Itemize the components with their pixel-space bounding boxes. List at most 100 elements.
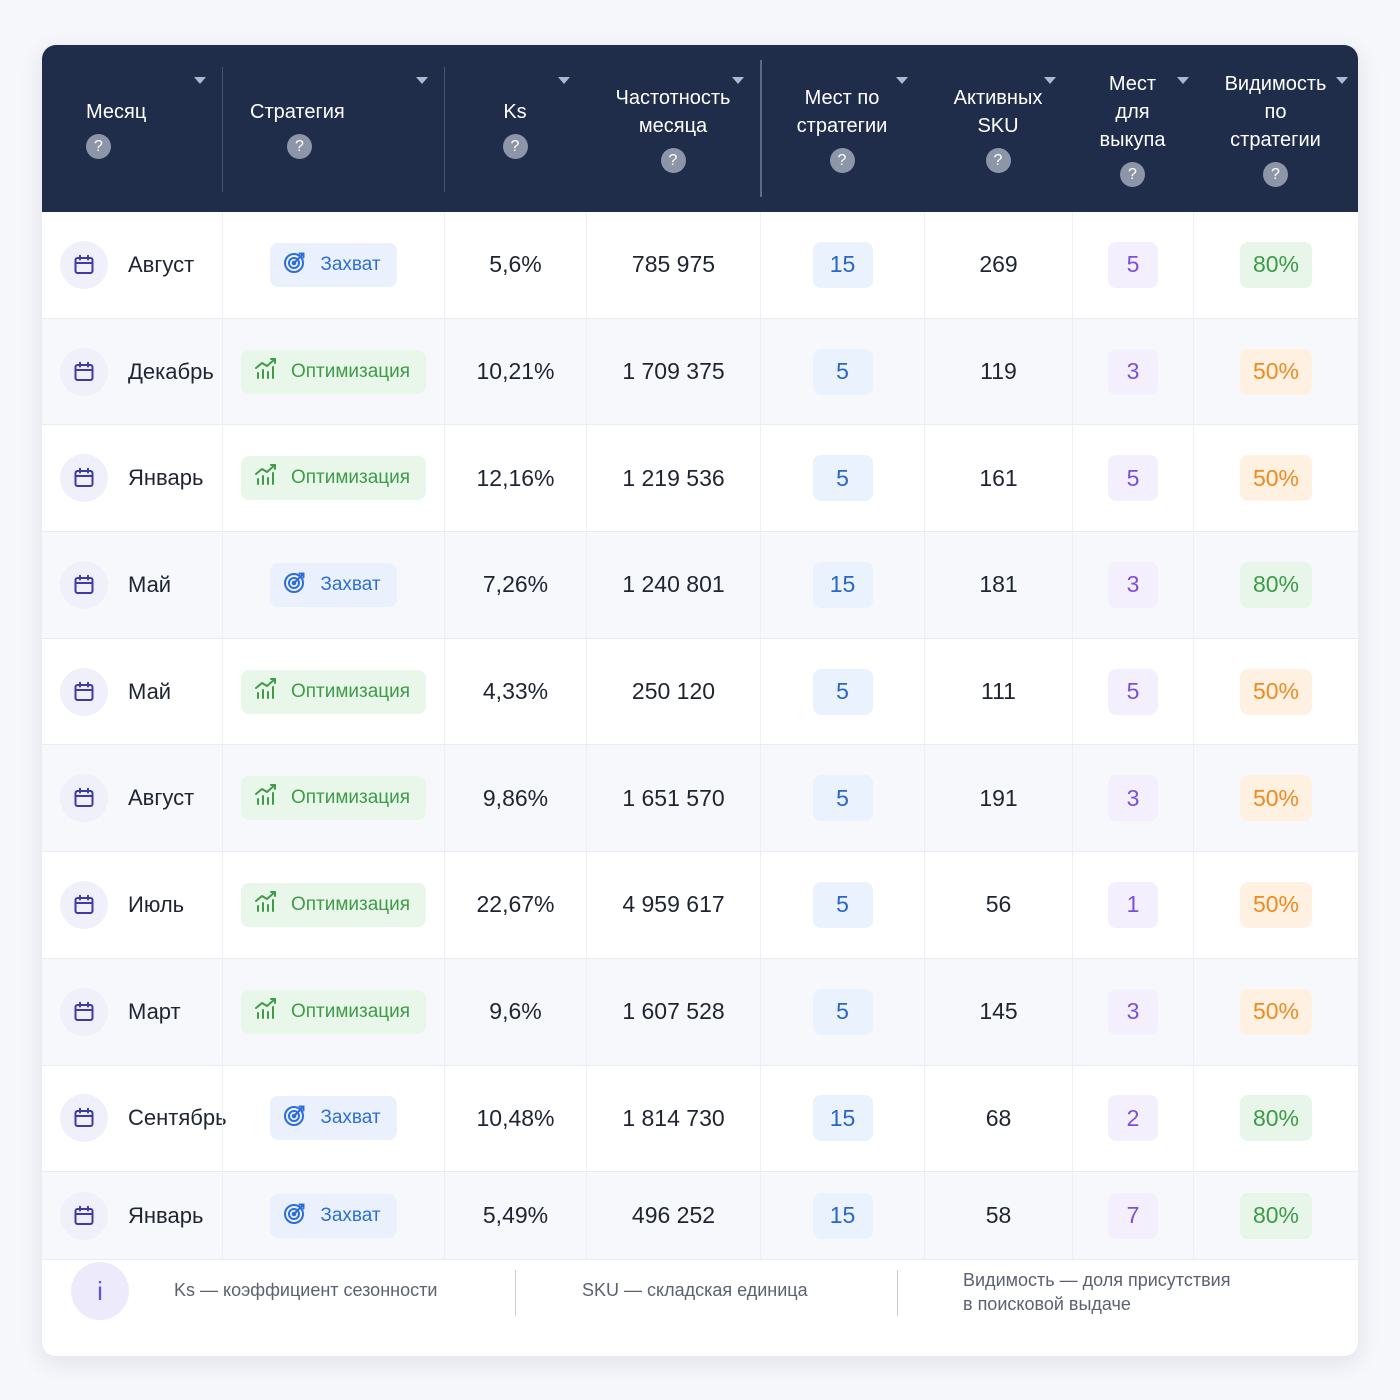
sort-caret-icon[interactable] xyxy=(416,77,428,84)
help-icon[interactable]: ? xyxy=(660,148,686,173)
month-name: Сентябрь xyxy=(128,1105,227,1131)
table-row[interactable]: Январь Оптимизация 12,16% 1 219 536 5 161 5 50% xyxy=(42,425,1358,533)
calendar-icon xyxy=(60,240,108,289)
strategy-badge[interactable]: Оптимизация xyxy=(240,882,427,927)
strategy-badge[interactable]: Захват xyxy=(270,1193,397,1238)
help-icon[interactable]: ? xyxy=(1263,162,1288,187)
cell-strategy: Оптимизация xyxy=(222,745,444,852)
sort-caret-icon[interactable] xyxy=(194,77,206,84)
column-header-frequency-label-line2: месяца xyxy=(638,115,708,137)
table-row[interactable]: Январь Захват 5,49% 496 252 15 58 7 80% xyxy=(42,1172,1358,1261)
sort-caret-icon[interactable] xyxy=(1044,77,1056,84)
growth-chart-icon xyxy=(253,889,291,921)
column-header-visibility[interactable]: Видимость по стратегии ? xyxy=(1193,45,1358,212)
sort-caret-icon[interactable] xyxy=(558,77,570,84)
help-icon[interactable]: ? xyxy=(287,134,312,159)
sort-caret-icon[interactable] xyxy=(732,77,744,84)
help-icon[interactable]: ? xyxy=(829,148,855,173)
visibility-badge: 80% xyxy=(1240,241,1312,288)
column-header-ks[interactable]: Ks ? xyxy=(444,45,586,212)
table-row[interactable]: Май Оптимизация 4,33% 250 120 5 111 5 50% xyxy=(42,638,1358,746)
growth-chart-icon xyxy=(253,782,291,814)
cell-ks: 10,48% xyxy=(444,1065,586,1172)
cell-strategy: Оптимизация xyxy=(222,852,444,958)
cell-strategy: Оптимизация xyxy=(222,958,444,1065)
column-header-places[interactable]: Мест по стратегии ? xyxy=(760,45,924,212)
buyout-badge: 3 xyxy=(1108,775,1158,822)
cell-places: 5 xyxy=(760,745,924,852)
calendar-icon xyxy=(60,667,108,716)
places-badge: 5 xyxy=(812,775,873,822)
column-header-strategy[interactable]: Стратегия ? xyxy=(222,45,444,212)
month-name: Январь xyxy=(128,1202,204,1228)
month-name: Май xyxy=(128,678,172,704)
cell-active-sku: 269 xyxy=(924,212,1072,318)
column-header-month-label: Месяц xyxy=(86,101,147,123)
help-icon[interactable]: ? xyxy=(1120,162,1145,187)
growth-chart-icon xyxy=(253,676,291,708)
column-header-frequency[interactable]: Частотность месяца ? xyxy=(586,45,760,212)
buyout-badge: 1 xyxy=(1108,881,1158,928)
table-row[interactable]: Август Оптимизация 9,86% 1 651 570 5 191 3 50% xyxy=(42,745,1358,853)
strategy-badge[interactable]: Оптимизация xyxy=(240,776,427,821)
strategy-badge[interactable]: Оптимизация xyxy=(240,456,427,501)
table-row[interactable]: Май Захват 7,26% 1 240 801 15 181 3 80% xyxy=(42,532,1358,639)
cell-month: Сентябрь xyxy=(42,1066,227,1172)
legend-note-visibility: Видимость — доля присутствия в поисковой… xyxy=(963,1268,1263,1316)
strategy-badge[interactable]: Оптимизация xyxy=(240,989,427,1034)
visibility-badge: 50% xyxy=(1240,775,1312,822)
sort-caret-icon[interactable] xyxy=(1177,77,1189,84)
strategy-badge[interactable]: Оптимизация xyxy=(240,349,427,394)
table-row[interactable]: Сентябрь Захват 10,48% 1 814 730 15 68 2 80% xyxy=(42,1065,1358,1173)
table-row[interactable]: Декабрь Оптимизация 10,21% 1 709 375 5 119 3 50… xyxy=(42,318,1358,426)
sort-caret-icon[interactable] xyxy=(1336,77,1348,84)
cell-active-sku: 161 xyxy=(924,425,1072,532)
cell-buyout: 5 xyxy=(1072,425,1193,532)
cell-visibility: 80% xyxy=(1193,1172,1358,1260)
cell-active-sku: 111 xyxy=(924,638,1072,745)
cell-ks: 12,16% xyxy=(444,425,586,532)
info-icon: i xyxy=(71,1262,129,1320)
buyout-badge: 3 xyxy=(1108,561,1158,608)
cell-month: Март xyxy=(42,959,222,1065)
help-icon[interactable]: ? xyxy=(985,148,1011,173)
cell-buyout: 3 xyxy=(1072,318,1193,425)
visibility-badge: 50% xyxy=(1240,881,1312,928)
cell-ks: 9,6% xyxy=(444,958,586,1065)
calendar-icon xyxy=(60,774,108,823)
cell-frequency: 1 651 570 xyxy=(586,745,760,852)
table-row[interactable]: Август Захват 5,6% 785 975 15 269 5 80% xyxy=(42,212,1358,319)
cell-strategy: Захват xyxy=(222,212,444,318)
strategy-label: Оптимизация xyxy=(290,680,411,702)
buyout-badge: 3 xyxy=(1108,988,1158,1035)
cell-buyout: 5 xyxy=(1072,638,1193,745)
month-name: Август xyxy=(128,785,195,811)
cell-buyout: 7 xyxy=(1072,1172,1193,1260)
strategy-badge[interactable]: Захват xyxy=(270,242,397,287)
places-badge: 5 xyxy=(812,881,873,928)
strategy-label: Захват xyxy=(320,1204,381,1226)
column-header-month[interactable]: Месяц ? xyxy=(42,45,222,212)
calendar-icon xyxy=(60,560,108,609)
cell-active-sku: 119 xyxy=(924,318,1072,425)
cell-strategy: Оптимизация xyxy=(222,318,444,425)
cell-visibility: 80% xyxy=(1193,212,1358,318)
table-body: Август Захват 5,6% 785 975 15 269 5 80% Декабрь О… xyxy=(42,212,1358,1261)
strategy-badge[interactable]: Захват xyxy=(270,1096,397,1141)
table-row[interactable]: Март Оптимизация 9,6% 1 607 528 5 145 3 50% xyxy=(42,958,1358,1066)
cell-frequency: 4 959 617 xyxy=(586,852,760,958)
cell-month: Декабрь xyxy=(42,319,222,425)
cell-frequency: 1 240 801 xyxy=(586,532,760,638)
column-header-buyout[interactable]: Мест для выкупа ? xyxy=(1072,45,1193,212)
strategy-badge[interactable]: Захват xyxy=(270,562,397,607)
cell-visibility: 80% xyxy=(1193,532,1358,638)
strategy-badge[interactable]: Оптимизация xyxy=(240,669,427,714)
help-icon[interactable]: ? xyxy=(502,134,528,159)
visibility-badge: 80% xyxy=(1240,561,1312,608)
sort-caret-icon[interactable] xyxy=(896,77,908,84)
column-header-active-sku[interactable]: Активных SKU ? xyxy=(924,45,1072,212)
growth-chart-icon xyxy=(253,356,291,388)
table-row[interactable]: Июль Оптимизация 22,67% 4 959 617 5 56 1 50% xyxy=(42,852,1358,959)
help-icon[interactable]: ? xyxy=(86,134,111,159)
column-header-buyout-label-line2: для xyxy=(1115,101,1150,123)
